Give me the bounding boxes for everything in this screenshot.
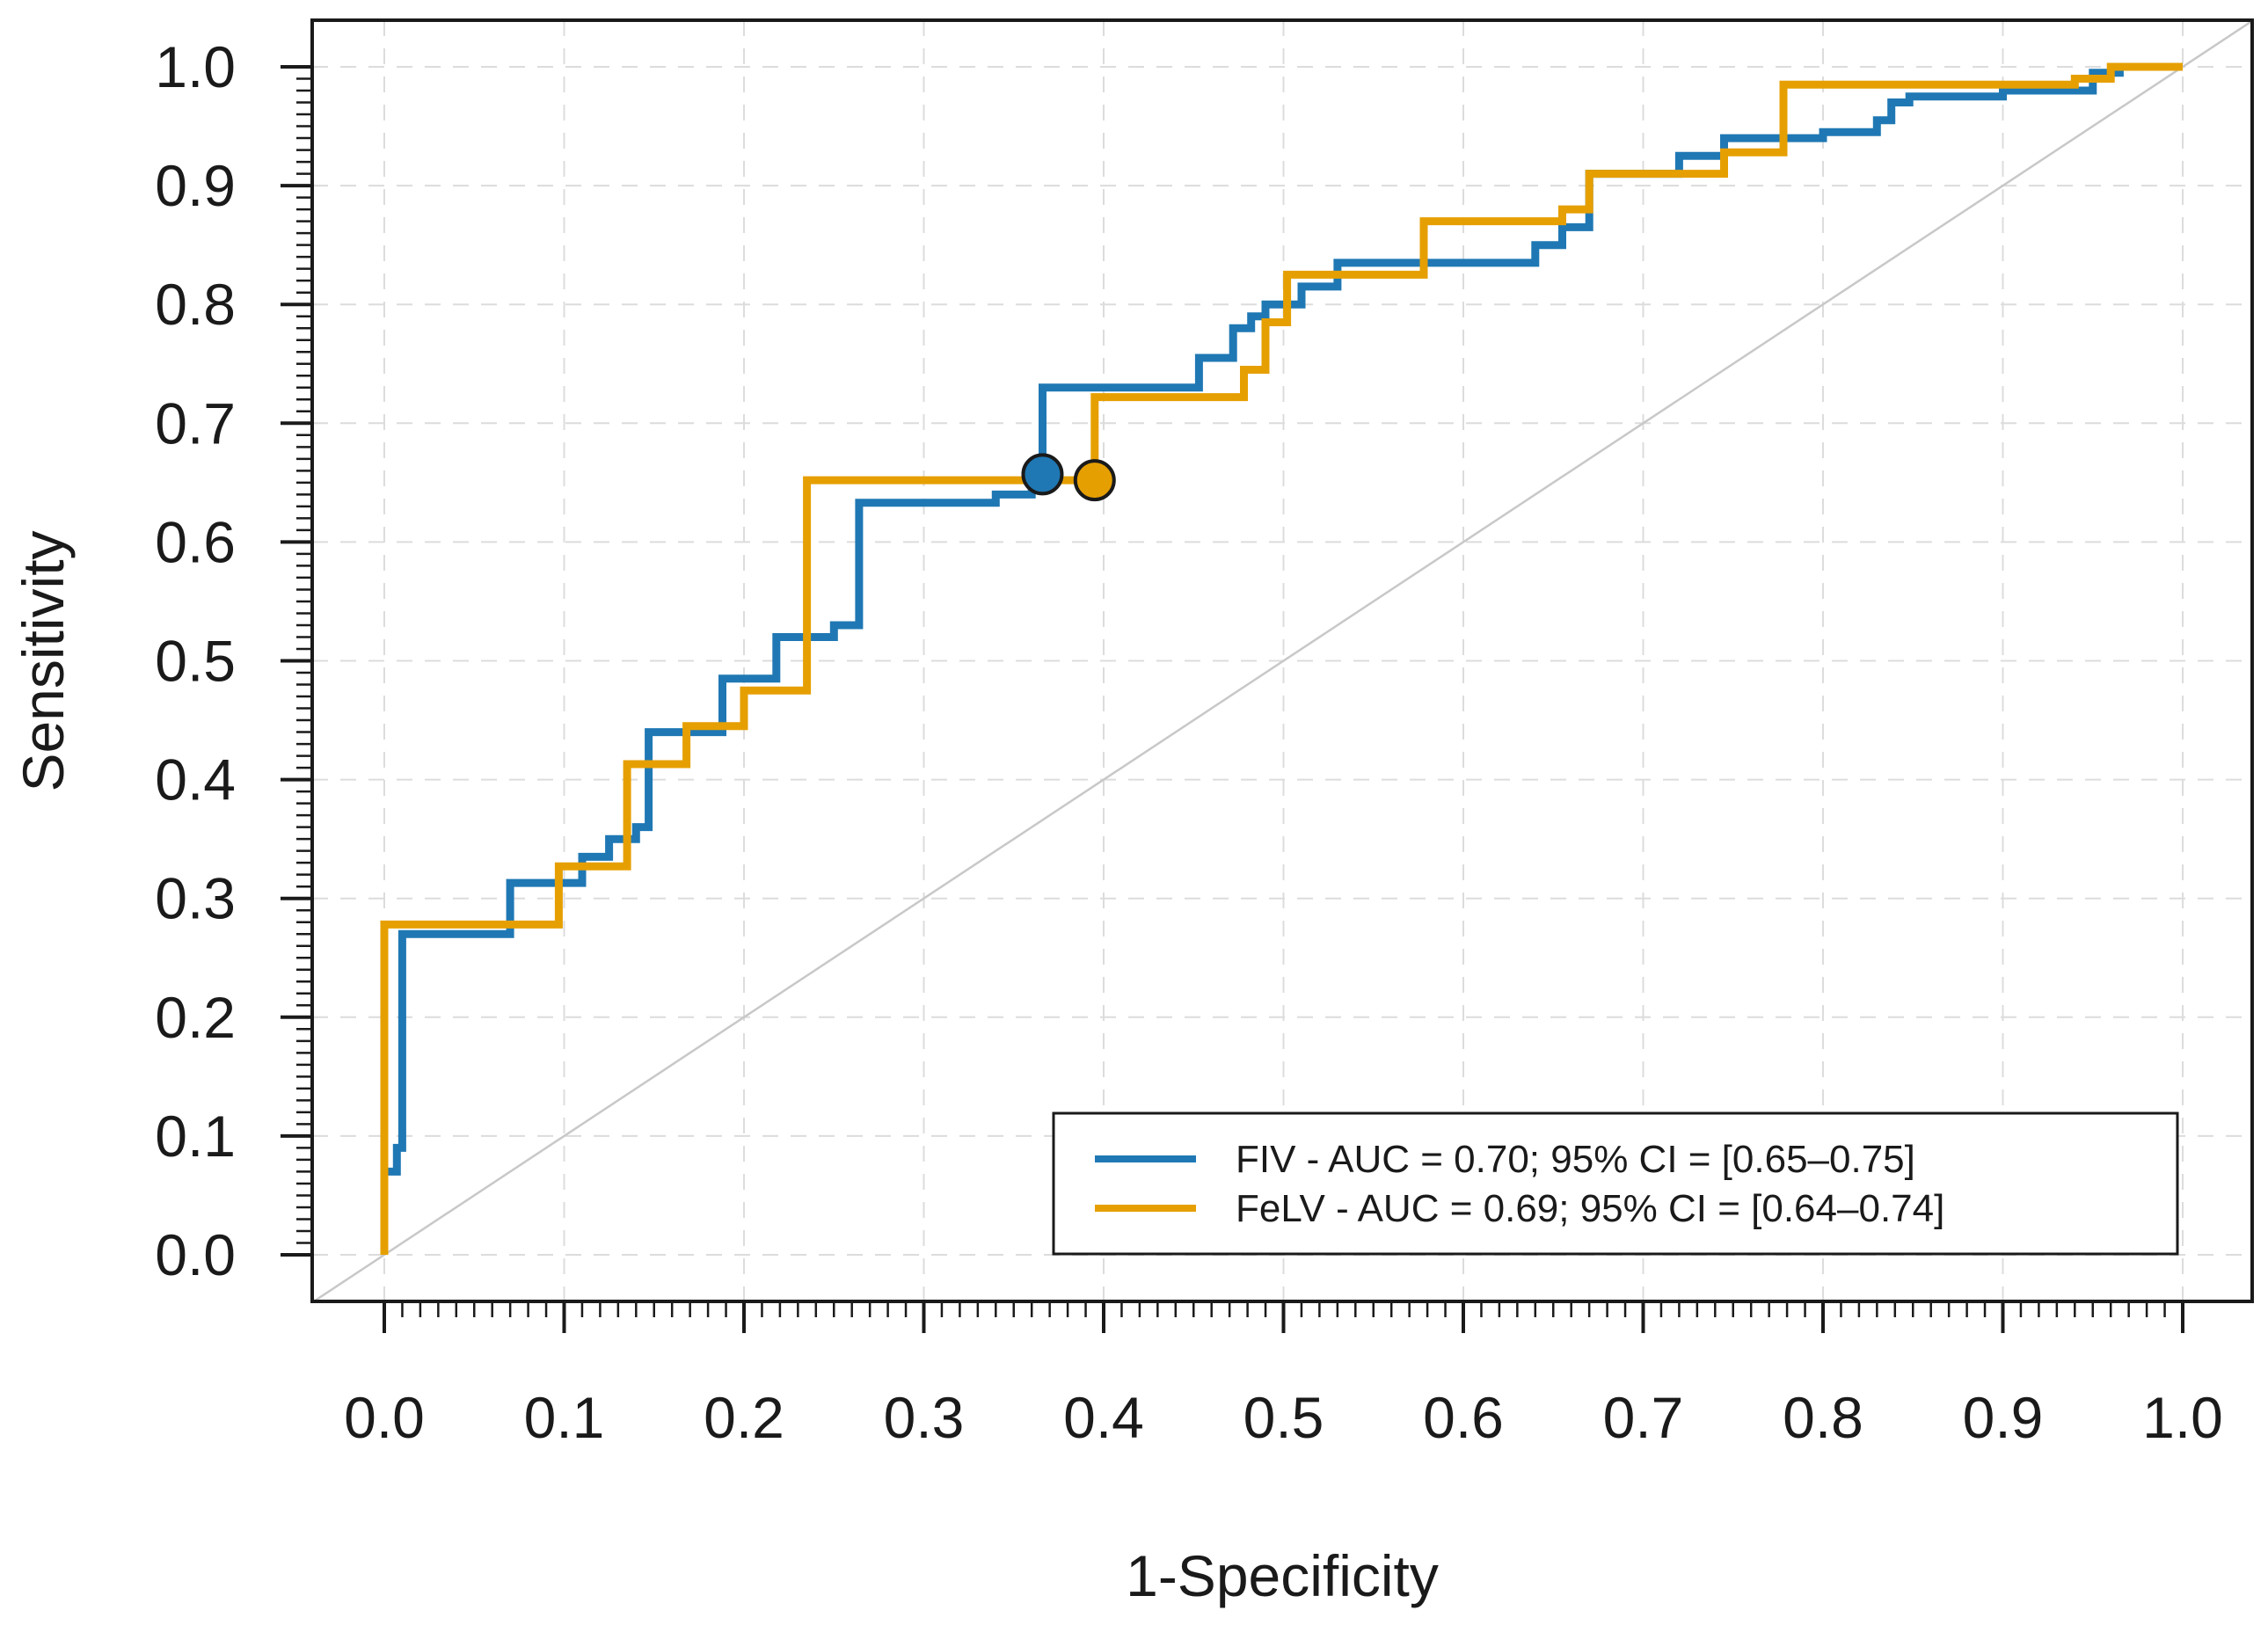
- y-tick-label: 0.1: [155, 1104, 236, 1169]
- x-tick-label: 0.6: [1423, 1385, 1504, 1450]
- legend-label-felv: FeLV - AUC = 0.69; 95% CI = [0.64–0.74]: [1236, 1187, 1944, 1230]
- y-tick-label: 0.0: [155, 1222, 236, 1287]
- roc-curve-felv: [380, 62, 2183, 1255]
- x-tick-label: 0.1: [524, 1385, 605, 1450]
- y-tick-label: 0.8: [155, 272, 236, 337]
- y-tick-label: 1.0: [155, 34, 236, 99]
- roc-series: [380, 62, 2183, 1255]
- cutoff-point-felv: [1073, 459, 1116, 502]
- cutoff-points: [1021, 453, 1116, 502]
- legend: FIV - AUC = 0.70; 95% CI = [0.65–0.75] F…: [1052, 1111, 2179, 1256]
- x-axis: 0.0 0.1 0.2 0.3 0.4 0.5 0.6 0.7 0.8 0.9 1.0: [344, 1300, 2223, 1450]
- legend-box: [1052, 1111, 2179, 1256]
- cutoff-point-fiv: [1021, 453, 1064, 496]
- y-axis: 0.0 0.1 0.2 0.3 0.4 0.5 0.6 0.7 0.8 0.9 1.0: [155, 34, 314, 1287]
- x-tick-label: 0.4: [1063, 1385, 1144, 1450]
- legend-label-fiv: FIV - AUC = 0.70; 95% CI = [0.65–0.75]: [1236, 1138, 1915, 1181]
- x-tick-label: 0.5: [1243, 1385, 1324, 1450]
- x-tick-label: 0.8: [1783, 1385, 1863, 1450]
- x-tick-label: 1.0: [2142, 1385, 2223, 1450]
- roc-curve-fiv: [380, 62, 2183, 1255]
- y-tick-label: 0.7: [155, 390, 236, 455]
- x-tick-label: 0.2: [704, 1385, 784, 1450]
- y-tick-label: 0.3: [155, 866, 236, 931]
- x-tick-label: 0.7: [1603, 1385, 1684, 1450]
- diagonal-line: [311, 19, 2253, 1304]
- y-tick-label: 0.4: [155, 747, 236, 812]
- x-axis-title: 1-Specificity: [1126, 1543, 1439, 1608]
- reference-diagonal: [311, 19, 2253, 1304]
- y-tick-label: 0.6: [155, 509, 236, 574]
- x-tick-label: 0.3: [884, 1385, 965, 1450]
- x-tick-label: 0.0: [344, 1385, 425, 1450]
- x-tick-label: 0.9: [1963, 1385, 2044, 1450]
- y-axis-title: Sensitivity: [11, 530, 76, 791]
- y-tick-label: 0.2: [155, 985, 236, 1050]
- y-tick-label: 0.5: [155, 629, 236, 694]
- y-tick-label: 0.9: [155, 153, 236, 218]
